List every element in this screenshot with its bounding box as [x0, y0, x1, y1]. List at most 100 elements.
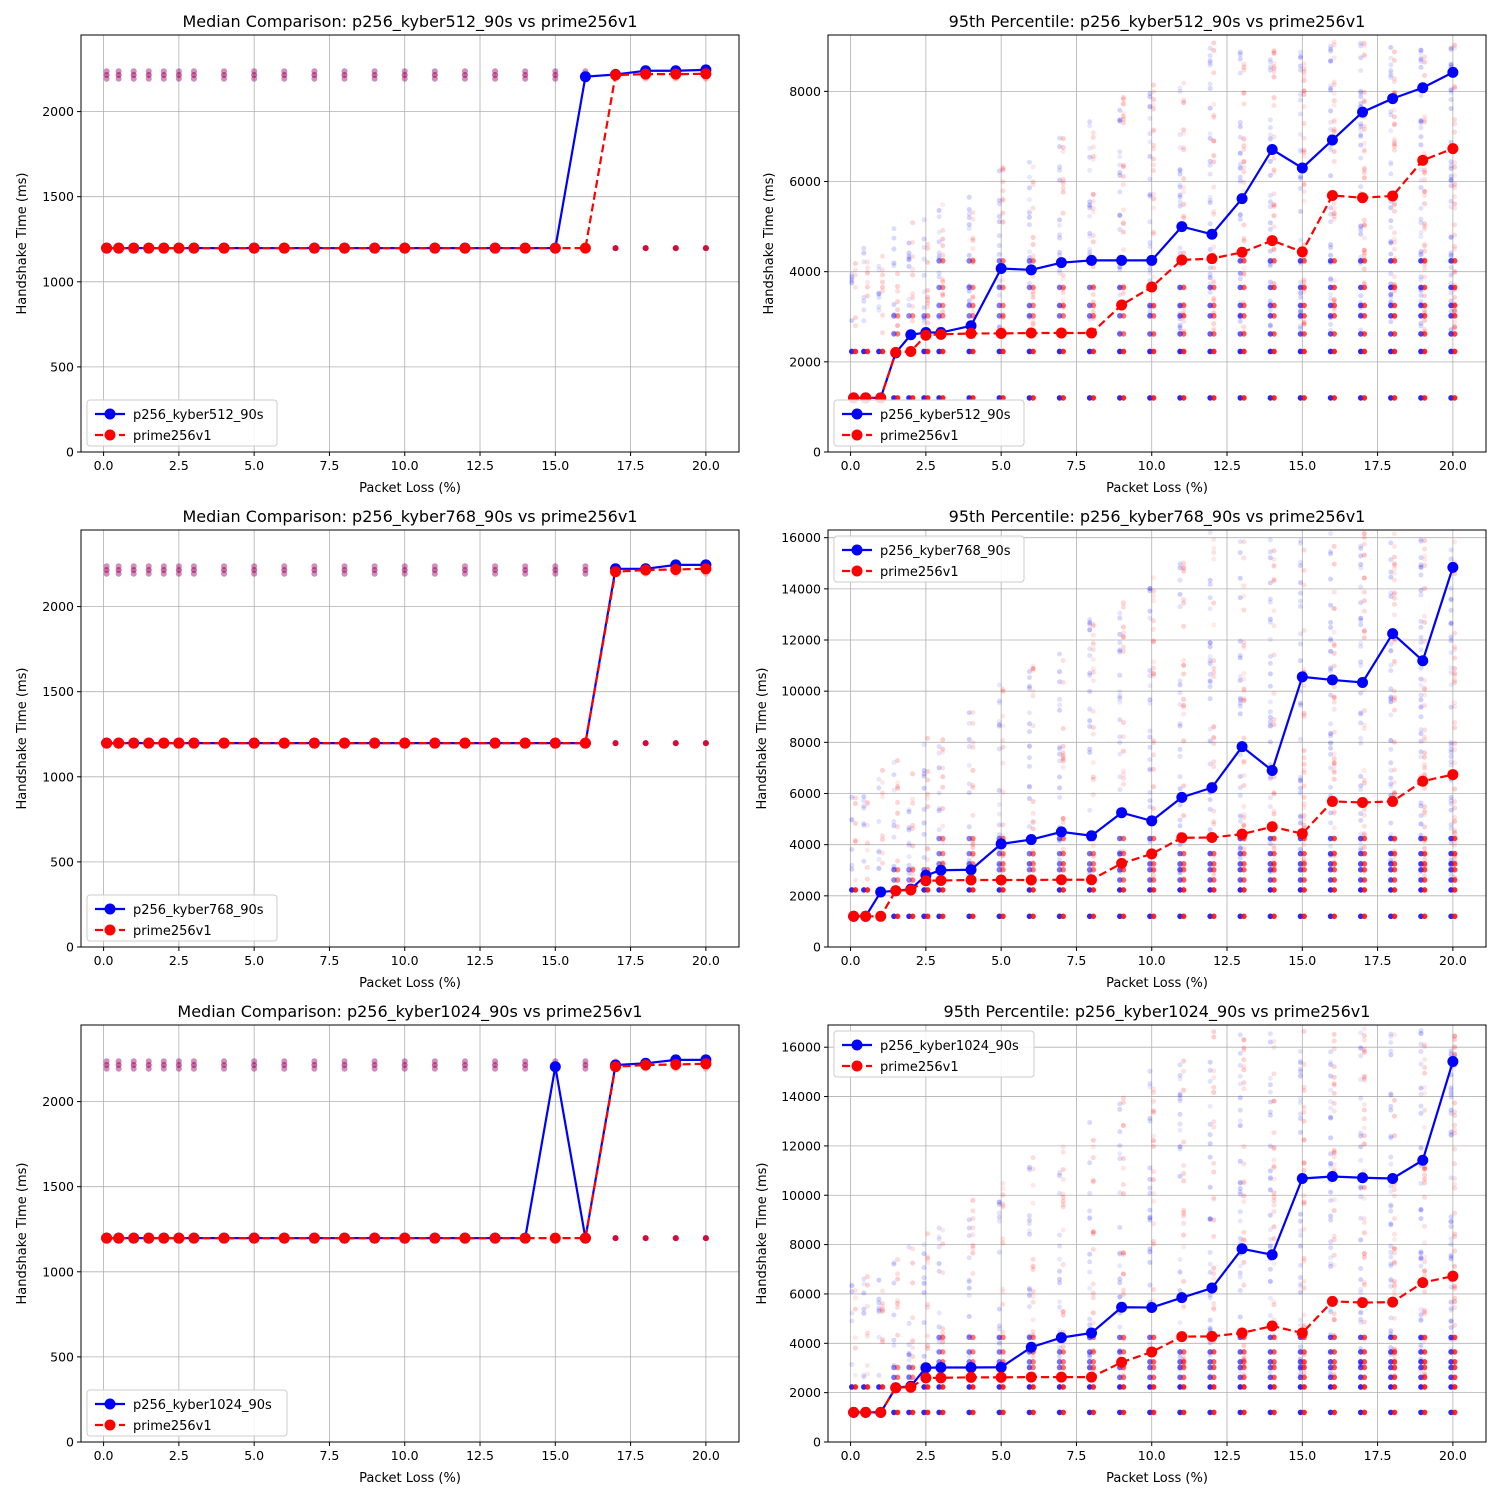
- sample-point: [1301, 395, 1307, 401]
- sample-point: [1181, 565, 1187, 571]
- sample-point: [1057, 696, 1063, 702]
- sample-point: [1451, 1364, 1458, 1371]
- series-point: [935, 1361, 947, 1373]
- sample-point: [1448, 272, 1454, 278]
- sample-point: [582, 1058, 589, 1065]
- sample-point: [1391, 698, 1397, 704]
- sample-point: [1388, 746, 1394, 752]
- sample-point: [1358, 1184, 1364, 1190]
- series-point: [519, 242, 531, 254]
- series-point: [248, 737, 260, 749]
- x-tick-label: 0.0: [94, 458, 114, 473]
- sample-point: [1241, 815, 1247, 821]
- sample-point: [1060, 135, 1066, 141]
- sample-point: [1057, 235, 1063, 241]
- sample-point: [891, 1342, 897, 1348]
- sample-point: [1328, 1099, 1334, 1105]
- x-tick-label: 5.0: [991, 1448, 1011, 1463]
- sample-point: [1181, 1207, 1187, 1213]
- sample-point: [880, 850, 886, 856]
- sample-point: [910, 303, 916, 309]
- sample-point: [891, 772, 897, 778]
- series-point: [1387, 795, 1399, 807]
- sample-point: [1087, 1259, 1093, 1265]
- sample-point: [996, 682, 1002, 688]
- series-point: [278, 737, 290, 749]
- series-point: [920, 875, 932, 887]
- series-point: [860, 910, 872, 922]
- sample-point: [1151, 1133, 1157, 1139]
- sample-point: [1151, 784, 1157, 790]
- sample-point: [145, 1061, 152, 1068]
- sample-point: [552, 563, 559, 570]
- sample-point: [1297, 174, 1303, 180]
- sample-point: [103, 1061, 110, 1068]
- sample-point: [1151, 588, 1157, 594]
- sample-point: [1448, 1051, 1454, 1057]
- sample-point: [1267, 117, 1273, 123]
- series-point: [459, 1232, 471, 1244]
- sample-point: [1090, 299, 1096, 305]
- sample-point: [921, 1242, 927, 1248]
- sample-point: [1237, 1274, 1243, 1280]
- sample-point: [1117, 693, 1123, 699]
- sample-point: [970, 284, 976, 291]
- sample-point: [1000, 833, 1006, 839]
- sample-point: [1448, 253, 1454, 259]
- sample-point: [970, 313, 976, 319]
- sample-point: [1301, 198, 1307, 204]
- sample-point: [1000, 1181, 1006, 1187]
- sample-point: [1090, 1137, 1096, 1143]
- sample-point: [1120, 734, 1126, 740]
- sample-point: [1448, 1307, 1454, 1313]
- sample-point: [1210, 850, 1217, 857]
- sample-point: [1361, 1337, 1367, 1343]
- sample-point: [1448, 822, 1454, 828]
- sample-point: [401, 1065, 408, 1072]
- x-tick-label: 0.0: [94, 953, 114, 968]
- sample-point: [522, 1065, 529, 1072]
- sample-point: [1026, 159, 1032, 165]
- sample-point: [1391, 1347, 1397, 1353]
- sample-point: [1000, 1286, 1006, 1292]
- sample-point: [1358, 155, 1364, 161]
- sample-point: [1211, 244, 1217, 250]
- sample-point: [1151, 671, 1157, 677]
- sample-point: [145, 566, 152, 573]
- sample-point: [852, 839, 858, 845]
- sample-point: [1297, 641, 1303, 647]
- sample-point: [1177, 746, 1183, 752]
- sample-point: [1358, 121, 1364, 127]
- sample-point: [1267, 136, 1273, 142]
- sample-point: [281, 566, 288, 573]
- sample-point: [1151, 626, 1157, 632]
- series-point: [700, 1058, 712, 1070]
- y-axis-label: Handshake Time (ms): [15, 668, 30, 810]
- sample-point: [1150, 1364, 1157, 1371]
- sample-point: [1418, 640, 1424, 646]
- sample-point: [1358, 1290, 1364, 1296]
- y-tick-label: 0: [66, 940, 74, 955]
- sample-point: [1030, 1263, 1036, 1269]
- sample-point: [1448, 1254, 1454, 1260]
- sample-point: [1207, 1216, 1213, 1222]
- sample-point: [864, 1384, 871, 1390]
- sample-point: [1090, 666, 1096, 672]
- sample-point: [221, 563, 228, 570]
- sample-point: [861, 1276, 867, 1282]
- sample-point: [1030, 1334, 1036, 1341]
- sample-point: [925, 777, 931, 783]
- sample-point: [1328, 147, 1334, 153]
- sample-point: [1117, 1151, 1123, 1157]
- sample-point: [1090, 130, 1096, 136]
- sample-point: [1180, 877, 1187, 883]
- sample-point: [1391, 1097, 1397, 1103]
- sample-point: [1301, 856, 1307, 862]
- sample-point: [1361, 575, 1367, 581]
- sample-point: [910, 272, 916, 278]
- sample-point: [103, 75, 110, 82]
- sample-point: [1422, 557, 1428, 563]
- sample-point: [921, 1280, 927, 1286]
- sample-point: [966, 1279, 972, 1285]
- sample-point: [1267, 192, 1273, 198]
